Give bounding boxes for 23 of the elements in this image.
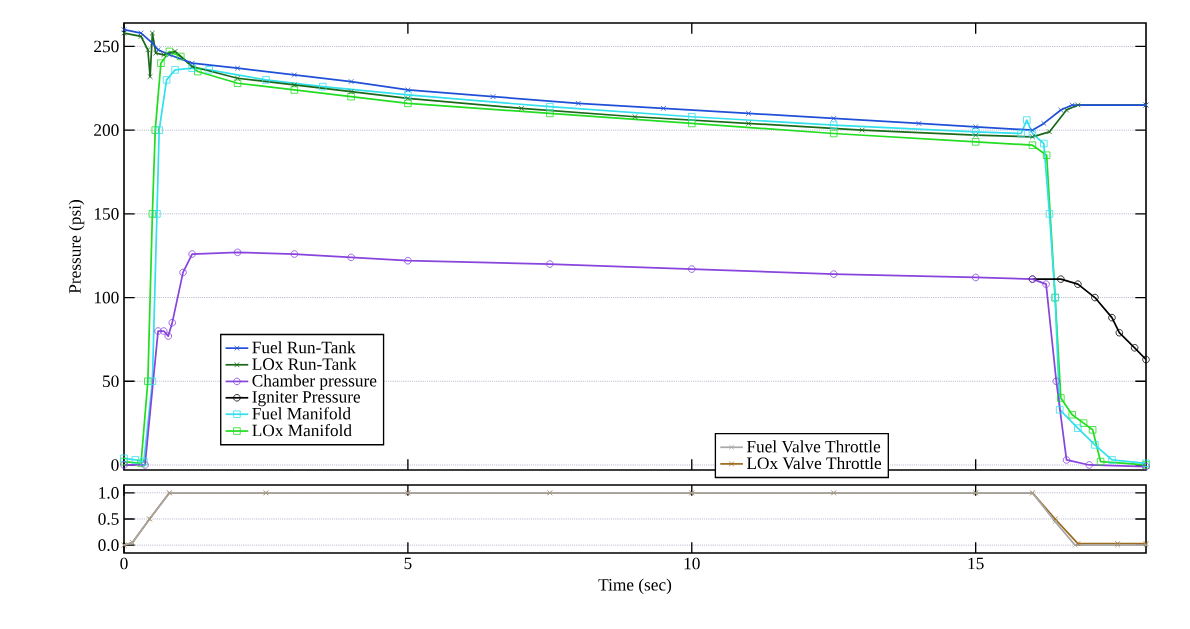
legend-label: Igniter Pressure: [252, 391, 361, 407]
legend-label: Fuel Run-Tank: [252, 341, 356, 354]
x-tick-label: 15: [968, 557, 984, 570]
legend-label: Fuel Valve Throttle: [746, 440, 881, 453]
x-tick-label: 0: [120, 557, 128, 570]
y-tick-label: 0.5: [98, 513, 119, 525]
y-tick-label: 0.0: [98, 539, 119, 552]
x-tick-label: 10: [684, 557, 700, 570]
legend-label: LOx Valve Throttle: [746, 456, 882, 470]
y-tick-label: 150: [94, 208, 119, 220]
y-tick-label: 200: [94, 124, 119, 136]
y-tick-label: 100: [94, 291, 119, 304]
legend-label: LOx Run-Tank: [252, 357, 357, 370]
y-tick-label: 1.0: [99, 486, 119, 499]
legend-label: Fuel Manifold: [252, 407, 351, 420]
y-tick-label: 50: [103, 375, 119, 388]
y-tick-label: 0: [111, 459, 119, 471]
legend-label: LOx Manifold: [252, 423, 352, 437]
legend-label: Chamber pressure: [252, 374, 377, 391]
x-axis-title: Time (sec): [598, 578, 672, 595]
y-tick-label: 250: [94, 40, 119, 53]
y-axis-title: Pressure (psi): [68, 200, 85, 294]
x-tick-label: 5: [404, 557, 412, 570]
